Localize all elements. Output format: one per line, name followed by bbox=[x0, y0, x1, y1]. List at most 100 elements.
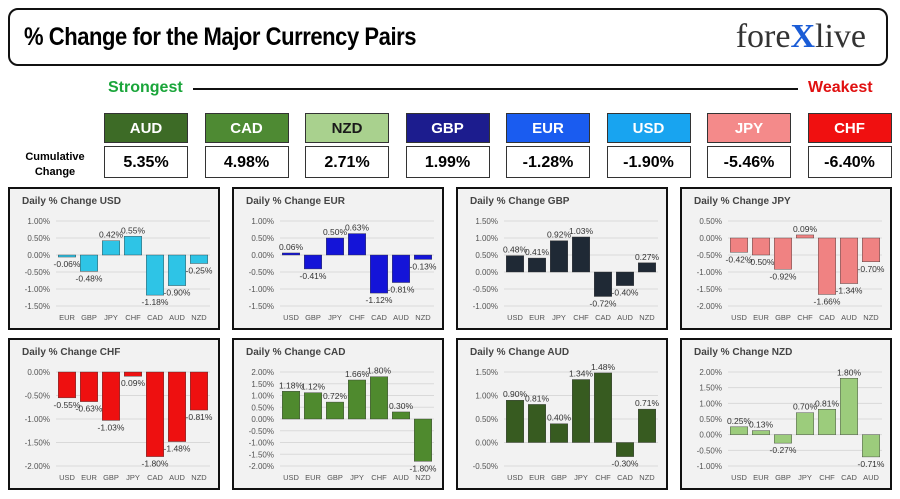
bar-gbp bbox=[303, 254, 322, 270]
y-tick-label: -2.00% bbox=[249, 462, 274, 471]
x-tick-label: CAD bbox=[595, 313, 611, 322]
y-tick-label: 0.50% bbox=[699, 415, 722, 424]
chart-title: Daily % Change CAD bbox=[246, 347, 346, 358]
chart-aud: Daily % Change AUD 1.50% 1.00% 0.50% 0.00% -0… bbox=[456, 338, 668, 490]
cumulative-change-label: Cumulative Change bbox=[25, 151, 85, 178]
x-tick-label: CHF bbox=[797, 313, 813, 322]
y-tick-label: -0.50% bbox=[697, 251, 722, 260]
data-label: -0.42% bbox=[726, 254, 753, 264]
data-label: -0.25% bbox=[186, 266, 213, 276]
y-tick-label: 1.50% bbox=[475, 368, 498, 377]
x-tick-label: CHF bbox=[819, 473, 835, 482]
y-tick-label: 1.00% bbox=[475, 234, 498, 243]
y-tick-label: 0.50% bbox=[251, 403, 274, 412]
data-label: 0.48% bbox=[503, 245, 528, 255]
bar-nzd bbox=[413, 418, 432, 462]
x-tick-label: JPY bbox=[126, 473, 140, 482]
y-tick-label: 0.00% bbox=[27, 251, 50, 260]
cumulative-value: 4.98% bbox=[204, 146, 289, 178]
y-tick-label: 1.00% bbox=[251, 392, 274, 401]
x-tick-label: JPY bbox=[328, 313, 342, 322]
x-tick-label: AUD bbox=[841, 313, 857, 322]
currency-name: AUD bbox=[104, 113, 188, 143]
y-tick-label: -0.50% bbox=[249, 268, 274, 277]
bar-eur bbox=[58, 254, 77, 258]
bar-aud bbox=[167, 371, 186, 442]
bar-usd bbox=[282, 391, 301, 420]
y-tick-label: 0.50% bbox=[699, 217, 722, 226]
x-tick-label: NZD bbox=[639, 473, 655, 482]
currency-name: GBP bbox=[405, 113, 490, 143]
bar-jpy bbox=[347, 379, 366, 420]
data-label: 0.30% bbox=[389, 401, 414, 411]
bar-chf bbox=[571, 236, 590, 273]
bar-nzd bbox=[189, 371, 208, 411]
bar-cad bbox=[817, 237, 836, 295]
data-label: 0.09% bbox=[121, 378, 146, 388]
bar-eur bbox=[751, 430, 770, 435]
data-label: 0.06% bbox=[279, 242, 304, 252]
cumulative-value: 1.99% bbox=[405, 146, 490, 178]
bar-eur bbox=[527, 257, 546, 273]
data-label: 1.03% bbox=[569, 226, 594, 236]
chart-title: Daily % Change JPY bbox=[694, 196, 791, 207]
x-tick-label: USD bbox=[283, 473, 299, 482]
currency-chf: CHF -6.40% bbox=[807, 113, 892, 178]
data-label: 1.12% bbox=[301, 382, 326, 392]
data-label: 1.80% bbox=[367, 366, 392, 376]
x-tick-label: JPY bbox=[574, 473, 588, 482]
bar-eur bbox=[303, 392, 322, 420]
y-tick-label: 1.00% bbox=[27, 217, 50, 226]
bar-cad bbox=[145, 371, 164, 457]
data-label: -1.48% bbox=[164, 444, 191, 454]
x-tick-label: AUD bbox=[393, 313, 409, 322]
data-label: 0.13% bbox=[749, 420, 774, 430]
x-tick-label: AUD bbox=[169, 313, 185, 322]
data-label: 0.42% bbox=[99, 230, 124, 240]
x-tick-label: EUR bbox=[305, 473, 321, 482]
data-label: 0.71% bbox=[635, 398, 660, 408]
strongest-label: Strongest bbox=[108, 79, 183, 96]
data-label: -0.50% bbox=[748, 257, 775, 267]
chart-eur: Daily % Change EUR 1.00% 0.50% 0.00% -0.50% -… bbox=[232, 187, 444, 330]
y-tick-label: -1.50% bbox=[25, 302, 50, 311]
bar-gbp bbox=[773, 237, 792, 270]
data-label: -0.30% bbox=[612, 459, 639, 469]
x-tick-label: CHF bbox=[125, 313, 141, 322]
data-label: -0.27% bbox=[770, 445, 797, 455]
bar-cad bbox=[369, 254, 388, 294]
data-label: -1.12% bbox=[366, 295, 393, 305]
data-label: 0.40% bbox=[547, 413, 572, 423]
bar-jpy bbox=[123, 371, 142, 377]
bar-gbp bbox=[79, 254, 98, 272]
x-tick-label: AUD bbox=[169, 473, 185, 482]
header-box: % Change for the Major Currency Pairs fo… bbox=[8, 8, 888, 66]
x-tick-label: GBP bbox=[305, 313, 321, 322]
bar-usd bbox=[58, 371, 77, 399]
x-tick-label: EUR bbox=[81, 473, 97, 482]
x-tick-label: USD bbox=[283, 313, 299, 322]
bar-jpy bbox=[795, 412, 814, 435]
data-label: 0.81% bbox=[815, 398, 840, 408]
data-label: 0.55% bbox=[121, 225, 146, 235]
chart-nzd: Daily % Change NZD 2.00% 1.50% 1.00% 0.50% 0.… bbox=[680, 338, 892, 490]
chart-usd: Daily % Change USD 1.00% 0.50% 0.00% -0.50% -… bbox=[8, 187, 220, 330]
x-tick-label: GBP bbox=[103, 473, 119, 482]
data-label: 0.92% bbox=[547, 230, 572, 240]
bar-usd bbox=[282, 252, 301, 256]
y-tick-label: -0.50% bbox=[249, 427, 274, 436]
bar-chf bbox=[347, 233, 366, 256]
data-label: -1.03% bbox=[98, 422, 125, 432]
data-label: -0.81% bbox=[388, 285, 415, 295]
y-tick-label: 1.50% bbox=[699, 384, 722, 393]
data-label: -0.70% bbox=[858, 264, 885, 274]
x-tick-label: CAD bbox=[371, 313, 387, 322]
forexlive-logo: foreXlive bbox=[735, 18, 866, 55]
y-tick-label: -1.00% bbox=[697, 268, 722, 277]
currency-name: CAD bbox=[204, 113, 289, 143]
data-label: -0.48% bbox=[76, 273, 103, 283]
data-label: 0.72% bbox=[323, 391, 348, 401]
y-tick-label: -1.00% bbox=[473, 302, 498, 311]
y-tick-label: -1.50% bbox=[249, 450, 274, 459]
bar-nzd bbox=[413, 254, 432, 260]
